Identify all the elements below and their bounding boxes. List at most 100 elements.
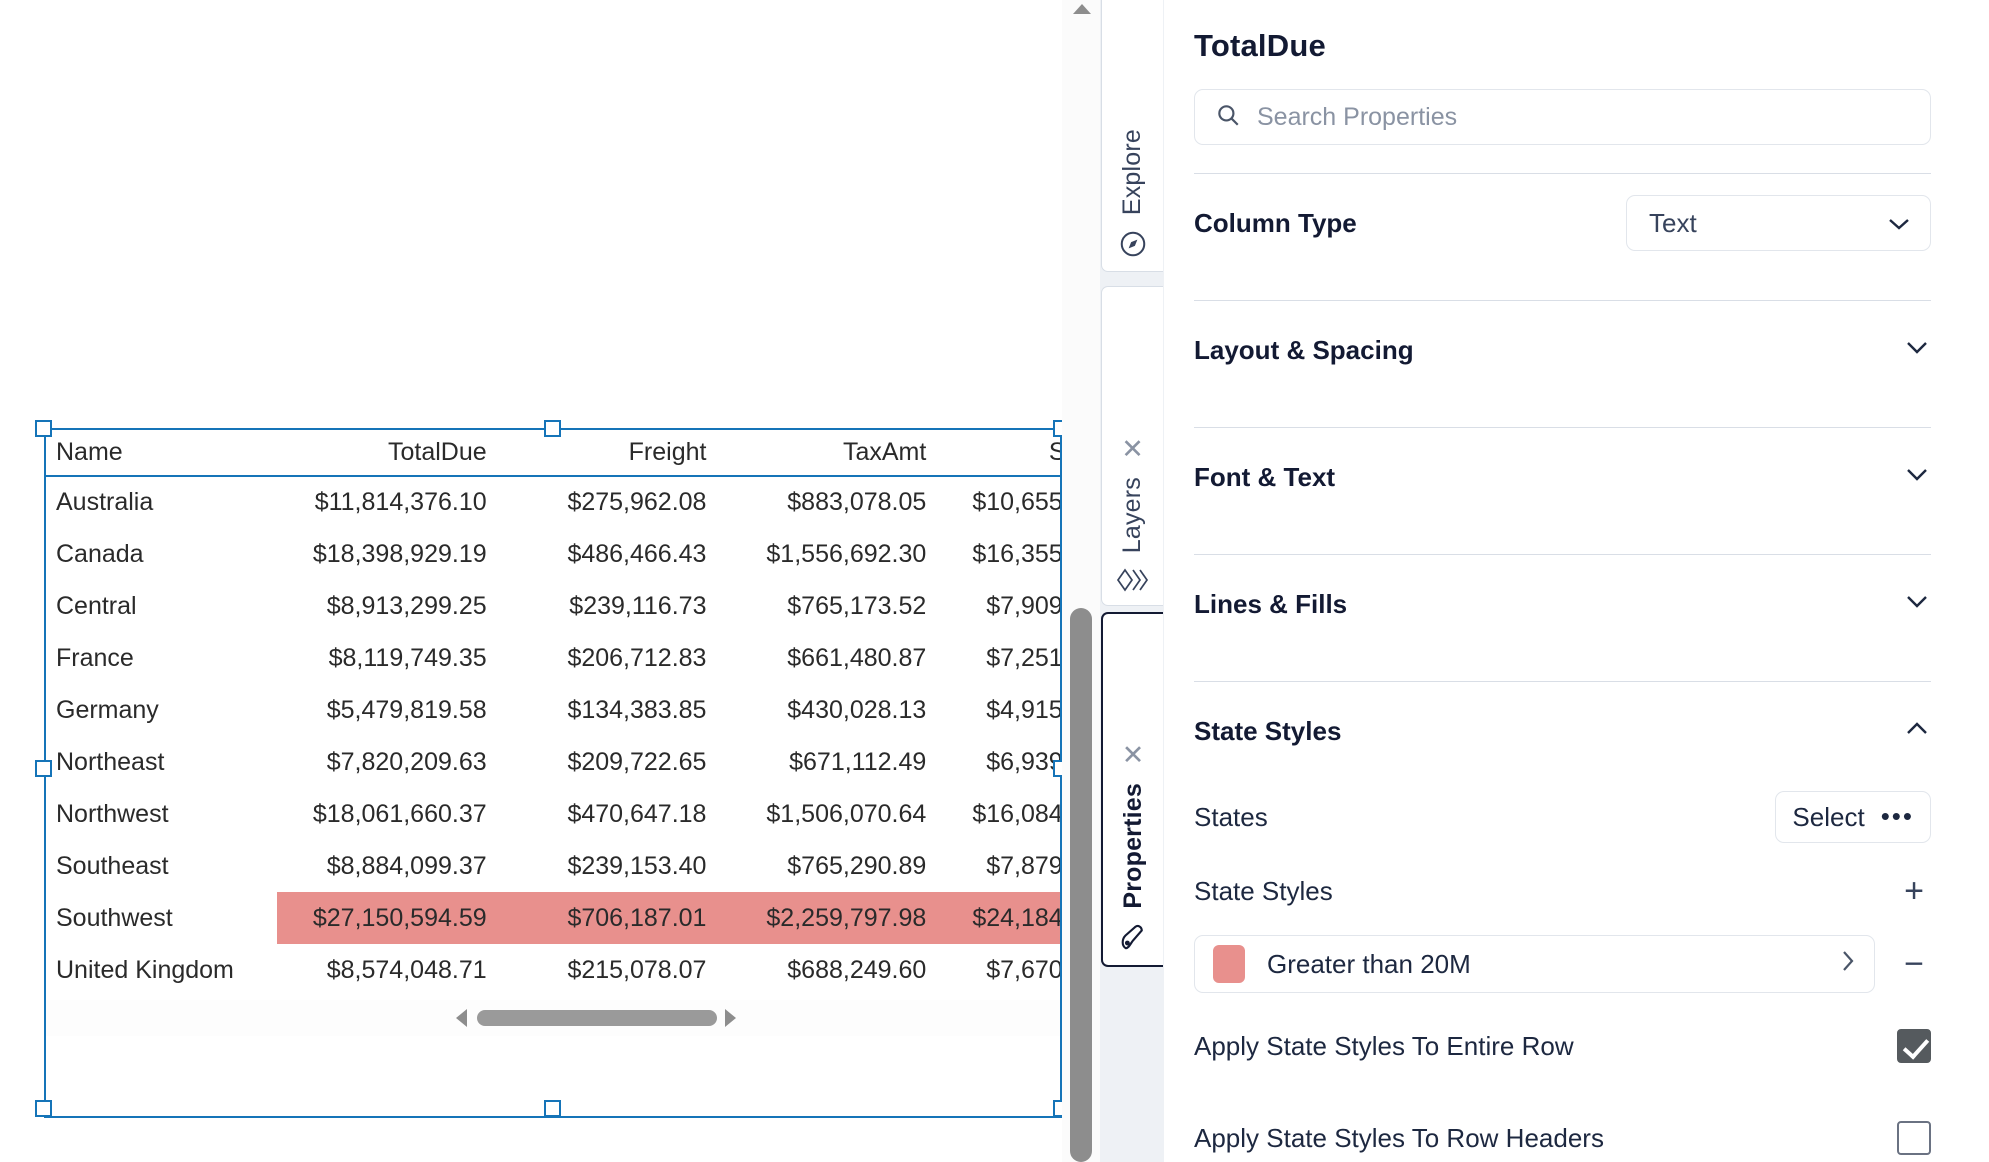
resize-handle-top-left[interactable] xyxy=(35,420,52,437)
cell-subtotal: $7,251,555.65 xyxy=(986,643,1060,672)
table-row[interactable]: Central $8,913,299.25 $239,116.73 $765,1… xyxy=(46,580,1060,632)
cell-taxamt: $661,480.87 xyxy=(787,643,927,672)
search-properties-box[interactable] xyxy=(1194,89,1931,145)
cell-totaldue: $18,398,929.19 xyxy=(312,539,487,568)
resize-handle-bottom-left[interactable] xyxy=(35,1100,52,1117)
column-type-row: Column Type Text xyxy=(1194,174,1931,272)
cell-totaldue: $7,820,209.63 xyxy=(326,747,487,776)
table-row[interactable]: France $8,119,749.35 $206,712.83 $661,48… xyxy=(46,632,1060,684)
column-header-freight[interactable]: Freight xyxy=(496,430,717,477)
section-state-styles[interactable]: State Styles xyxy=(1194,682,1931,780)
resize-handle-top-center[interactable] xyxy=(544,420,561,437)
chevron-down-icon xyxy=(1886,208,1912,239)
cell-name: Southeast xyxy=(56,851,169,880)
table-row[interactable]: Northeast $7,820,209.63 $209,722.65 $671… xyxy=(46,736,1060,788)
panel-tab-rail: Explore ✕ Layers ✕ Properties xyxy=(1100,0,1164,1162)
cell-taxamt: $883,078.05 xyxy=(787,488,927,516)
rail-tab-layers[interactable]: ✕ Layers xyxy=(1101,286,1163,606)
close-icon[interactable]: ✕ xyxy=(1121,433,1144,464)
chevron-right-icon[interactable] xyxy=(1840,948,1856,981)
cell-taxamt: $765,290.89 xyxy=(787,851,927,880)
cell-totaldue: $8,884,099.37 xyxy=(326,851,487,880)
cell-subtotal: $7,879,655.07 xyxy=(986,851,1060,880)
cell-totaldue: $5,479,819.58 xyxy=(326,695,487,724)
scroll-up-arrow-icon[interactable] xyxy=(1073,4,1091,14)
table-row[interactable]: Southeast $8,884,099.37 $239,153.40 $765… xyxy=(46,840,1060,892)
canvas-vertical-scrollbar[interactable] xyxy=(1062,0,1100,1162)
layers-icon xyxy=(1116,567,1150,593)
apply-to-row-headers-label: Apply State Styles To Row Headers xyxy=(1194,1122,1604,1153)
section-font-text[interactable]: Font & Text xyxy=(1194,428,1931,526)
more-options-icon[interactable]: ••• xyxy=(1880,801,1914,832)
resize-handle-middle-left[interactable] xyxy=(35,760,52,777)
section-lines-fills[interactable]: Lines & Fills xyxy=(1194,555,1931,653)
table-header: Name TotalDue Freight TaxAmt SubTotal xyxy=(46,430,1060,477)
table-header-row: Name TotalDue Freight TaxAmt SubTotal xyxy=(46,430,1060,477)
vertical-scrollbar-thumb[interactable] xyxy=(1070,608,1092,1162)
search-input[interactable] xyxy=(1257,102,1910,132)
apply-to-entire-row-checkbox[interactable] xyxy=(1897,1029,1931,1063)
data-table-container[interactable]: Name TotalDue Freight TaxAmt SubTotal Au… xyxy=(46,430,1060,1030)
scroll-right-arrow-icon[interactable] xyxy=(725,1009,736,1027)
table-horizontal-scrollbar[interactable] xyxy=(46,1000,1060,1036)
cell-freight: $470,647.18 xyxy=(567,799,707,828)
state-styles-list-label: State Styles xyxy=(1194,875,1333,906)
cell-name: Germany xyxy=(56,695,159,724)
cell-totaldue: $27,150,594.59 xyxy=(276,892,497,944)
rail-tab-properties[interactable]: ✕ Properties xyxy=(1101,612,1163,967)
cell-taxamt: $430,028.13 xyxy=(787,695,927,724)
column-header-totaldue[interactable]: TotalDue xyxy=(276,430,497,477)
cell-subtotal: $16,355,770.46 xyxy=(972,539,1060,568)
color-swatch[interactable] xyxy=(1213,945,1245,983)
cell-freight: $239,116.73 xyxy=(569,591,707,620)
cell-taxamt: $671,112.49 xyxy=(789,747,927,776)
table-row[interactable]: United Kingdom $8,574,048.71 $215,078.07… xyxy=(46,944,1060,996)
column-header-subtotal[interactable]: SubTotal xyxy=(936,430,1060,477)
chevron-down-icon[interactable] xyxy=(1903,339,1931,361)
section-lines-fills-label: Lines & Fills xyxy=(1194,588,1348,619)
states-select-button[interactable]: Select ••• xyxy=(1775,791,1931,843)
cell-freight: $706,187.01 xyxy=(496,892,717,944)
cell-totaldue: $18,061,660.37 xyxy=(312,799,487,828)
state-style-item[interactable]: Greater than 20M xyxy=(1194,935,1875,993)
scroll-left-arrow-icon[interactable] xyxy=(456,1009,467,1027)
report-canvas[interactable]: Name TotalDue Freight TaxAmt SubTotal Au… xyxy=(0,0,1100,1162)
cell-totaldue: $8,574,048.71 xyxy=(326,955,487,984)
chevron-up-icon[interactable] xyxy=(1903,720,1931,742)
table-row-highlighted[interactable]: Southwest $27,150,594.59 $706,187.01 $2,… xyxy=(46,892,1060,944)
table-body: Australia $11,814,376.10 $275,962.08 $88… xyxy=(46,476,1060,996)
column-header-taxamt[interactable]: TaxAmt xyxy=(716,430,937,477)
close-icon[interactable]: ✕ xyxy=(1121,740,1145,771)
column-header-name[interactable]: Name xyxy=(46,430,277,477)
remove-state-style-icon[interactable]: − xyxy=(1904,945,1924,983)
apply-to-row-headers-checkbox[interactable] xyxy=(1897,1121,1931,1155)
cell-subtotal: $10,655,335.96 xyxy=(972,488,1060,516)
chevron-down-icon[interactable] xyxy=(1903,466,1931,488)
rail-tab-layers-label: Layers xyxy=(1118,476,1146,553)
divider xyxy=(1194,427,1931,428)
table-row[interactable]: Canada $18,398,929.19 $486,466.43 $1,556… xyxy=(46,528,1060,580)
scrollbar-track[interactable] xyxy=(477,1010,717,1026)
column-type-select[interactable]: Text xyxy=(1626,195,1931,251)
resize-handle-bottom-center[interactable] xyxy=(544,1100,561,1117)
table-row[interactable]: Australia $11,814,376.10 $275,962.08 $88… xyxy=(46,476,1060,528)
search-icon xyxy=(1215,102,1241,133)
add-state-style-icon[interactable]: + xyxy=(1904,872,1924,910)
cell-taxamt: $1,506,070.64 xyxy=(766,799,927,828)
section-layout-spacing[interactable]: Layout & Spacing xyxy=(1194,301,1931,399)
states-label: States xyxy=(1194,801,1268,832)
cell-subtotal: $16,084,942.55 xyxy=(972,799,1060,828)
apply-to-row-headers-row: Apply State Styles To Row Headers xyxy=(1194,1092,1931,1162)
chevron-down-icon[interactable] xyxy=(1903,593,1931,615)
cell-subtotal: $4,915,407.60 xyxy=(986,695,1060,724)
state-style-name: Greater than 20M xyxy=(1267,948,1471,979)
states-row: States Select ••• xyxy=(1194,780,1931,854)
scrollbar-thumb[interactable] xyxy=(477,1010,717,1026)
divider xyxy=(1194,681,1931,682)
panel-title: TotalDue xyxy=(1194,28,1326,63)
column-type-label: Column Type xyxy=(1194,207,1357,238)
cell-taxamt: $1,556,692.30 xyxy=(766,539,927,568)
table-row[interactable]: Northwest $18,061,660.37 $470,647.18 $1,… xyxy=(46,788,1060,840)
table-row[interactable]: Germany $5,479,819.58 $134,383.85 $430,0… xyxy=(46,684,1060,736)
rail-tab-explore[interactable]: Explore xyxy=(1101,0,1163,272)
